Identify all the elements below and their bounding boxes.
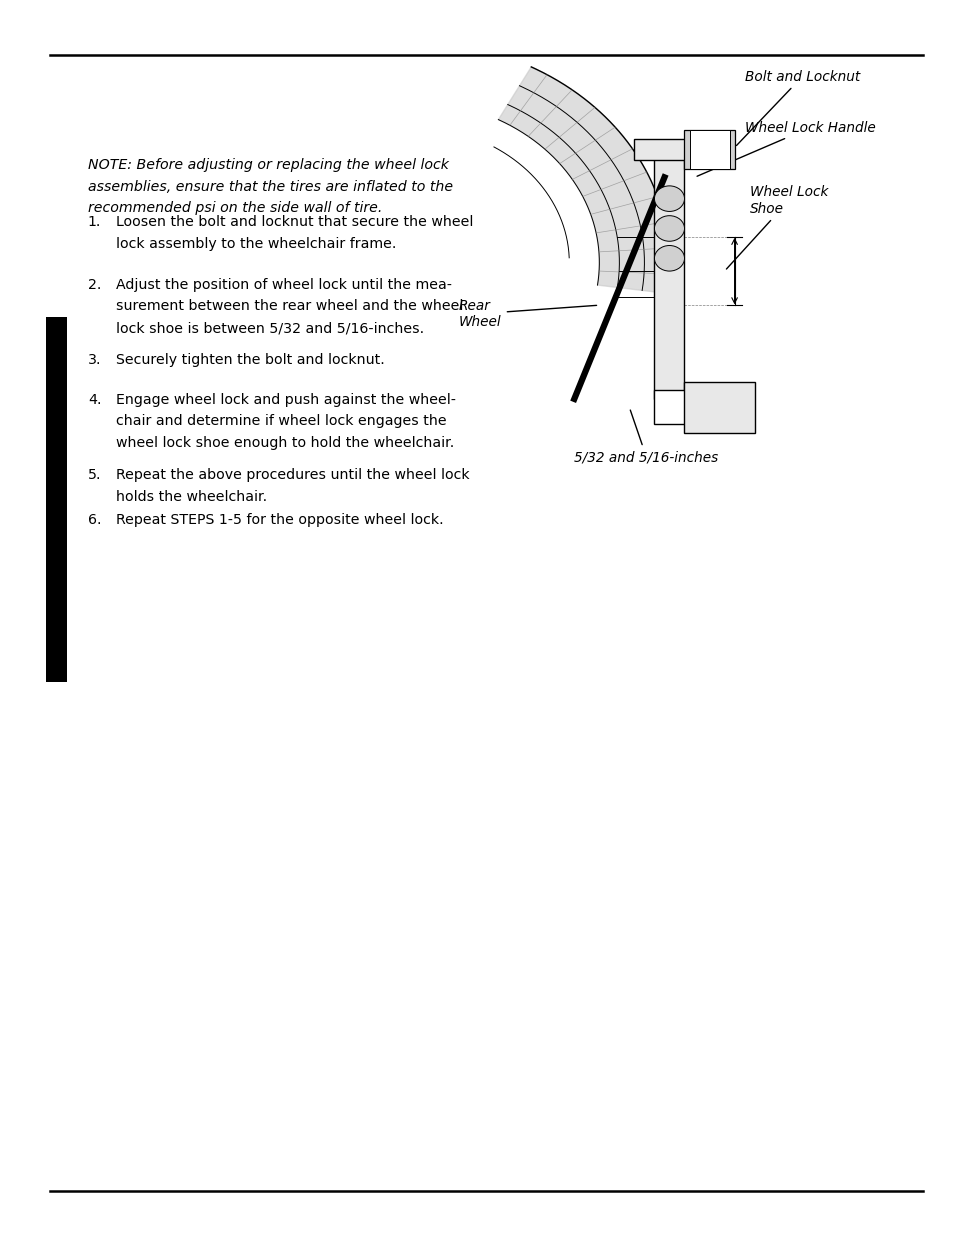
Bar [689, 131, 729, 169]
Text: 3.: 3. [88, 353, 101, 367]
Text: Bolt and Locknut: Bolt and Locknut [736, 69, 859, 146]
Text: Wheel Lock
Shoe: Wheel Lock Shoe [725, 185, 827, 269]
Text: Securely tighten the bolt and locknut.: Securely tighten the bolt and locknut. [116, 353, 385, 367]
Text: 2.: 2. [88, 278, 101, 291]
Bar [634, 140, 724, 161]
Text: holds the wheelchair.: holds the wheelchair. [116, 490, 267, 504]
Text: 5.: 5. [88, 468, 101, 482]
Circle shape [654, 216, 683, 241]
Bar [654, 143, 683, 399]
Text: 1.: 1. [88, 215, 101, 228]
Polygon shape [497, 67, 669, 294]
Text: 5/32 and 5/16-inches: 5/32 and 5/16-inches [574, 410, 718, 464]
Text: 4.: 4. [88, 393, 101, 406]
Text: Adjust the position of wheel lock until the mea-: Adjust the position of wheel lock until … [116, 278, 452, 291]
Text: surement between the rear wheel and the wheel: surement between the rear wheel and the … [116, 300, 463, 314]
Bar [683, 131, 734, 169]
Bar [683, 382, 754, 433]
Circle shape [654, 246, 683, 272]
Text: Loosen the bolt and locknut that secure the wheel: Loosen the bolt and locknut that secure … [116, 215, 474, 228]
Text: wheel lock shoe enough to hold the wheelchair.: wheel lock shoe enough to hold the wheel… [116, 436, 455, 450]
Bar [46, 317, 67, 682]
Text: chair and determine if wheel lock engages the: chair and determine if wheel lock engage… [116, 414, 447, 429]
Text: recommended psi on the side wall of tire.: recommended psi on the side wall of tire… [88, 201, 382, 215]
Text: Repeat STEPS 1-5 for the opposite wheel lock.: Repeat STEPS 1-5 for the opposite wheel … [116, 513, 443, 526]
Text: NOTE: Before adjusting or replacing the wheel lock: NOTE: Before adjusting or replacing the … [88, 158, 448, 172]
Text: 6.: 6. [88, 513, 101, 526]
Text: assemblies, ensure that the tires are inflated to the: assemblies, ensure that the tires are in… [88, 179, 453, 194]
Bar [654, 390, 694, 425]
Text: Rear
Wheel: Rear Wheel [458, 299, 596, 329]
Text: lock shoe is between 5/32 and 5/16-inches.: lock shoe is between 5/32 and 5/16-inche… [116, 321, 424, 335]
Text: Engage wheel lock and push against the wheel-: Engage wheel lock and push against the w… [116, 393, 456, 406]
Text: Wheel Lock Handle: Wheel Lock Handle [697, 121, 875, 177]
Circle shape [654, 186, 683, 211]
Text: lock assembly to the wheelchair frame.: lock assembly to the wheelchair frame. [116, 237, 396, 251]
Text: Repeat the above procedures until the wheel lock: Repeat the above procedures until the wh… [116, 468, 470, 482]
